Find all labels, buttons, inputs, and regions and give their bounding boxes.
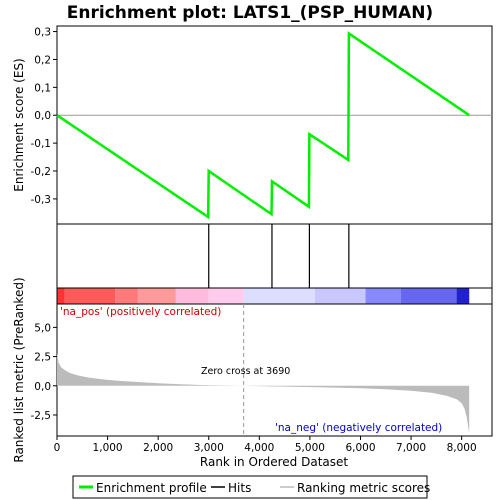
hits-panel (56, 223, 493, 289)
zero-cross-label: Zero cross at 3690 (201, 366, 290, 377)
legend-label-metric: Ranking metric scores (297, 481, 430, 495)
x-tick-label: 3,000 (194, 442, 224, 454)
x-axis-ticks: 0 1,000 2,000 3,000 4,000 5,000 6,000 7,000 8,00… (54, 436, 477, 454)
color-bar-segment (243, 288, 315, 304)
es-y-label: Enrichment score (ES) (12, 58, 26, 191)
legend-box (72, 475, 428, 499)
es-panel-frame (56, 25, 493, 225)
color-bar-segment (64, 288, 116, 304)
color-bar-segment (137, 288, 176, 304)
es-y-tick-label: -0,2 (31, 166, 52, 178)
es-y-tick-label: -0,1 (31, 138, 52, 150)
color-bar-segment (400, 288, 457, 304)
x-tick-label: 0 (54, 442, 61, 454)
color-bar-segment (456, 288, 470, 304)
metric-panel: 5,0 2,5 0,0 -2,5 'na_pos' (positively corre… (12, 277, 493, 463)
x-tick-label: 6,000 (345, 442, 375, 454)
metric-y-tick-label: 2,5 (34, 352, 51, 364)
x-tick-label: 5,000 (295, 442, 325, 454)
metric-y-tick-label: 0,0 (34, 381, 51, 393)
legend-label-enrichment: Enrichment profile (96, 481, 207, 495)
chart-title: Enrichment plot: LATS1_(PSP_HUMAN) (67, 3, 433, 23)
es-y-tick-label: 0,2 (34, 54, 51, 66)
metric-y-label: Ranked list metric (PreRanked) (12, 277, 26, 462)
metric-y-tick-label: -2,5 (31, 410, 52, 422)
es-panel: 0,3 0,2 0,1 0,0 -0,1 -0,2 -0,3 Enrichment scor… (12, 25, 493, 225)
hits-panel-frame (56, 223, 493, 289)
neg-label: 'na_neg' (negatively correlated) (275, 422, 442, 434)
metric-y-ticks: 5,0 2,5 0,0 -2,5 (31, 322, 57, 422)
es-y-tick-label: 0,3 (34, 27, 51, 39)
es-profile-line (56, 31, 470, 220)
es-y-tick-label: 0,1 (34, 82, 51, 94)
pos-label: 'na_pos' (positively correlated) (60, 306, 221, 318)
x-tick-label: 8,000 (447, 442, 477, 454)
legend-label-hits: Hits (228, 481, 251, 495)
x-tick-label: 2,000 (143, 442, 173, 454)
rank-color-bar (57, 288, 470, 304)
metric-y-tick-label: 5,0 (34, 322, 51, 334)
x-tick-label: 4,000 (244, 442, 274, 454)
x-axis-label: Rank in Ordered Dataset (200, 455, 348, 469)
color-bar-segment (365, 288, 401, 304)
es-y-ticks: 0,3 0,2 0,1 0,0 -0,1 -0,2 -0,3 (31, 27, 57, 206)
hit-markers (208, 224, 350, 288)
color-bar-segment (314, 288, 366, 304)
x-tick-label: 1,000 (93, 442, 123, 454)
es-y-tick-label: -0,3 (31, 194, 52, 206)
x-tick-label: 7,000 (396, 442, 426, 454)
legend: Enrichment profile Hits Ranking metric s… (72, 475, 430, 499)
color-bar-segment (208, 288, 244, 304)
color-bar-segment (175, 288, 209, 304)
es-y-tick-label: 0,0 (34, 110, 51, 122)
color-bar-segment (57, 288, 65, 304)
color-bar-segment (115, 288, 138, 304)
